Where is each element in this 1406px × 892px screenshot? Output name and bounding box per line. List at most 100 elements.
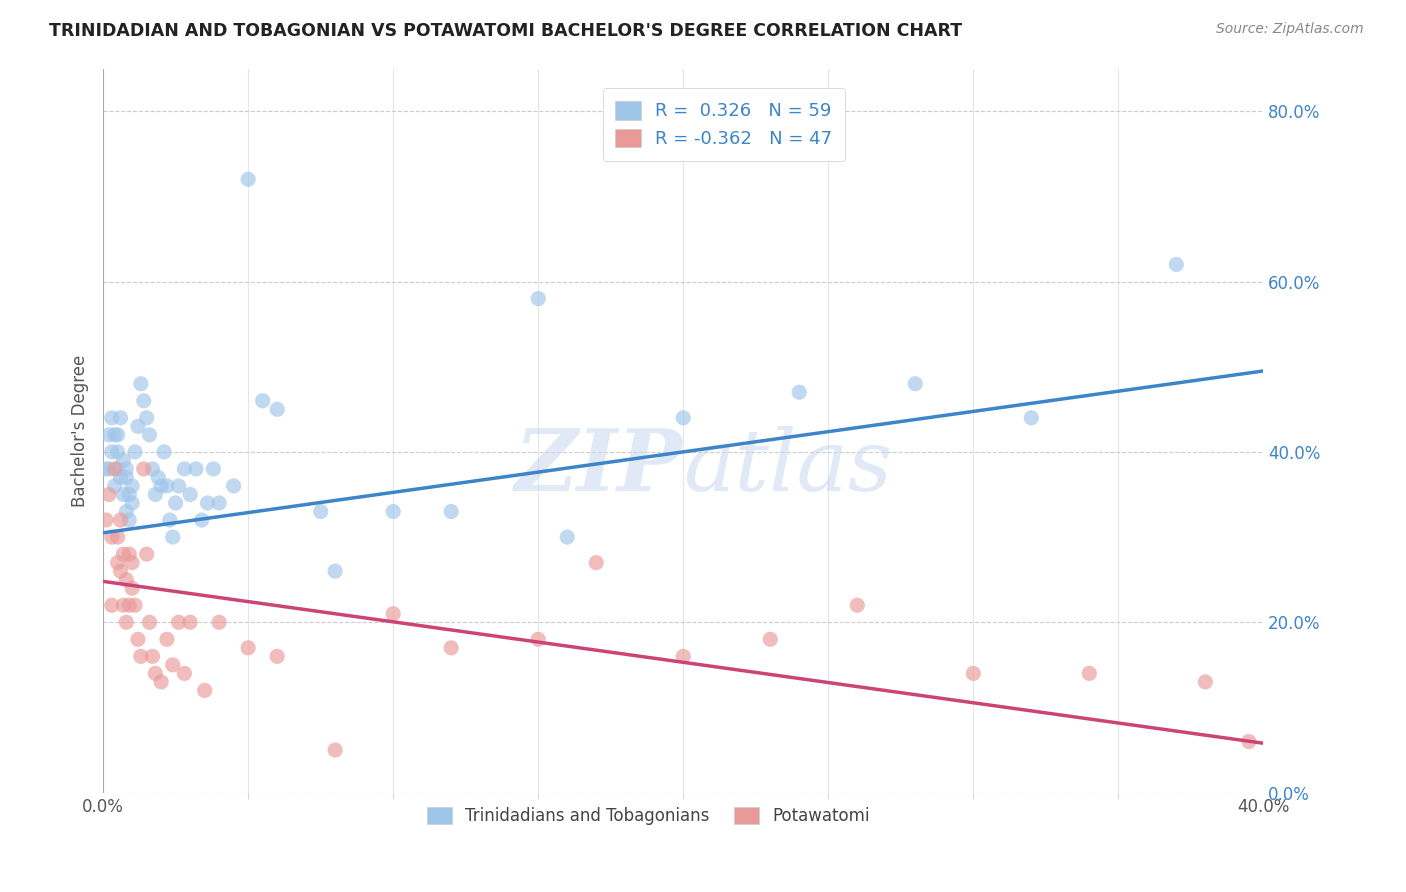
Point <box>110 513 132 527</box>
Point <box>107 445 129 459</box>
Point <box>208 615 231 630</box>
Point <box>1166 257 1188 271</box>
Point <box>585 556 607 570</box>
Point <box>382 607 405 621</box>
Point <box>202 462 225 476</box>
Point <box>107 556 129 570</box>
Point <box>759 632 782 647</box>
Point <box>110 564 132 578</box>
Point <box>118 599 141 613</box>
Point <box>222 479 245 493</box>
Point <box>129 649 152 664</box>
Point <box>266 649 288 664</box>
Point <box>266 402 288 417</box>
Point <box>115 615 138 630</box>
Point <box>121 479 143 493</box>
Point <box>94 462 117 476</box>
Point <box>173 462 195 476</box>
Point <box>156 632 179 647</box>
Point <box>323 564 346 578</box>
Point <box>104 479 127 493</box>
Point <box>112 599 135 613</box>
Point <box>118 547 141 561</box>
Point <box>115 573 138 587</box>
Point <box>138 615 160 630</box>
Y-axis label: Bachelor's Degree: Bachelor's Degree <box>72 354 89 507</box>
Point <box>129 376 152 391</box>
Point <box>124 599 146 613</box>
Point <box>440 640 463 655</box>
Point <box>156 479 179 493</box>
Point <box>162 530 184 544</box>
Point <box>194 683 217 698</box>
Point <box>440 504 463 518</box>
Point <box>323 743 346 757</box>
Text: ZIP: ZIP <box>516 425 683 508</box>
Point <box>208 496 231 510</box>
Point <box>1078 666 1101 681</box>
Point <box>672 649 695 664</box>
Point <box>159 513 181 527</box>
Point <box>135 547 157 561</box>
Point <box>97 462 120 476</box>
Point <box>97 427 120 442</box>
Point <box>672 410 695 425</box>
Point <box>165 496 187 510</box>
Point <box>107 462 129 476</box>
Point <box>135 410 157 425</box>
Point <box>115 470 138 484</box>
Point <box>121 556 143 570</box>
Point <box>112 547 135 561</box>
Point <box>173 666 195 681</box>
Text: TRINIDADIAN AND TOBAGONIAN VS POTAWATOMI BACHELOR'S DEGREE CORRELATION CHART: TRINIDADIAN AND TOBAGONIAN VS POTAWATOMI… <box>49 22 962 40</box>
Point <box>1194 674 1216 689</box>
Point <box>190 513 212 527</box>
Legend: Trinidadians and Tobagonians, Potawatomi: Trinidadians and Tobagonians, Potawatomi <box>416 797 880 835</box>
Point <box>382 504 405 518</box>
Point <box>101 599 124 613</box>
Point <box>121 581 143 595</box>
Point <box>197 496 219 510</box>
Point <box>132 393 155 408</box>
Point <box>236 172 259 186</box>
Point <box>236 640 259 655</box>
Point <box>309 504 332 518</box>
Point <box>150 674 173 689</box>
Point <box>138 427 160 442</box>
Point <box>112 453 135 467</box>
Point <box>846 599 869 613</box>
Point <box>107 530 129 544</box>
Point <box>112 487 135 501</box>
Point <box>124 445 146 459</box>
Text: atlas: atlas <box>683 425 893 508</box>
Point <box>1019 410 1042 425</box>
Point <box>127 632 149 647</box>
Point <box>184 462 207 476</box>
Point <box>104 462 127 476</box>
Point <box>148 470 170 484</box>
Point <box>527 292 550 306</box>
Point <box>252 393 274 408</box>
Point <box>179 615 201 630</box>
Point <box>143 666 166 681</box>
Point <box>962 666 984 681</box>
Point <box>107 427 129 442</box>
Point <box>162 657 184 672</box>
Point <box>101 530 124 544</box>
Point <box>118 487 141 501</box>
Point <box>121 496 143 510</box>
Point <box>904 376 927 391</box>
Point <box>141 462 163 476</box>
Point <box>787 385 810 400</box>
Text: Source: ZipAtlas.com: Source: ZipAtlas.com <box>1216 22 1364 37</box>
Point <box>150 479 173 493</box>
Point <box>167 615 190 630</box>
Point <box>555 530 578 544</box>
Point <box>115 462 138 476</box>
Point <box>143 487 166 501</box>
Point <box>132 462 155 476</box>
Point <box>110 410 132 425</box>
Point <box>115 504 138 518</box>
Point <box>101 445 124 459</box>
Point <box>94 513 117 527</box>
